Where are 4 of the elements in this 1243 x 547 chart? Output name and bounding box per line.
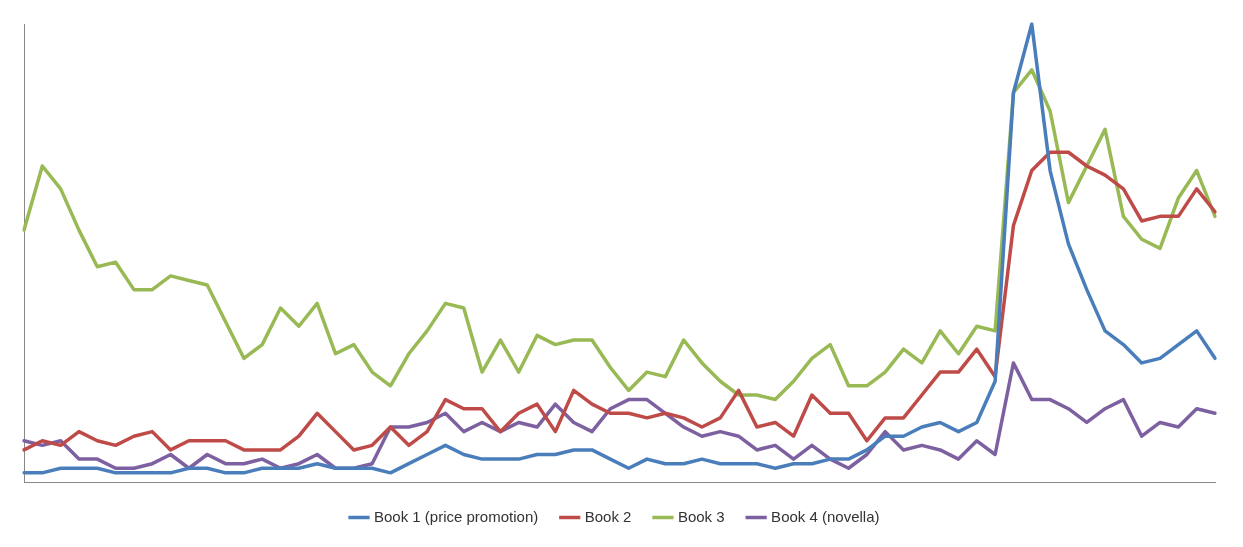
- legend-label: Book 3: [677, 507, 725, 525]
- legend-label: Book 4 (novella): [771, 507, 880, 525]
- legend-label: Book 2: [584, 507, 632, 525]
- legend-label: Book 1 (price promotion): [373, 507, 539, 525]
